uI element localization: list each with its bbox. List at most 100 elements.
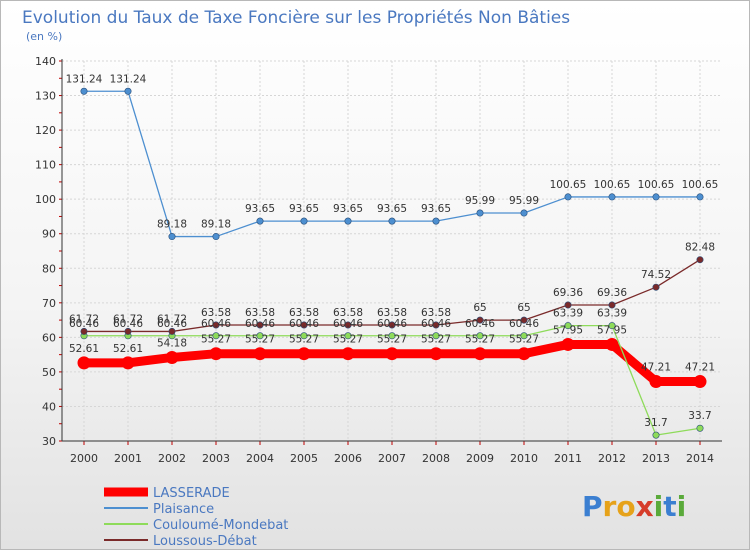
series-group: 52.61 52.61 54.18 55.27 55.27 55.27 55.27 55.27… [66, 73, 719, 439]
grid [62, 60, 722, 442]
legend-item: Couloumé-Mondebat [104, 518, 288, 533]
data-label: 82.48 [685, 242, 715, 254]
data-point [652, 431, 660, 439]
data-point [77, 356, 91, 370]
data-point [696, 424, 704, 432]
data-label: 131.24 [66, 73, 103, 85]
data-label: 55.27 [333, 334, 363, 346]
data-point [341, 347, 355, 361]
y-tick-label: 100 [35, 193, 56, 206]
data-label: 60.46 [421, 318, 451, 330]
data-point [253, 347, 267, 361]
data-label: 69.36 [553, 287, 583, 299]
data-label: 65 [473, 302, 486, 314]
data-point [212, 332, 220, 340]
series-loussous-d-bat [80, 256, 704, 335]
series-plaisance [80, 87, 704, 241]
data-point [696, 193, 704, 201]
x-tick-label: 2012 [598, 452, 626, 465]
data-label: 63.58 [333, 307, 363, 319]
data-point [652, 283, 660, 291]
x-tick-label: 2006 [334, 452, 362, 465]
data-point [212, 233, 220, 241]
data-point [649, 375, 663, 389]
data-label: 54.18 [157, 337, 187, 349]
x-tick-label: 2003 [202, 452, 230, 465]
data-point [344, 332, 352, 340]
data-point [429, 347, 443, 361]
data-label: 31.7 [644, 417, 667, 429]
data-label: 69.36 [597, 287, 627, 299]
y-tick-label: 30 [42, 435, 56, 448]
x-axis-ticks: 2000 2001 2002 2003 2004 2005 2006 2007 2008 2009… [70, 452, 714, 465]
data-point [432, 332, 440, 340]
data-label: 60.46 [201, 318, 231, 330]
logo-letter: r [603, 490, 617, 523]
data-point [168, 233, 176, 241]
data-label: 55.27 [289, 334, 319, 346]
proxiti-logo: Proxiti [582, 490, 686, 523]
data-label: 60.46 [157, 318, 187, 330]
data-point [564, 193, 572, 201]
data-label: 55.27 [421, 334, 451, 346]
data-point [561, 337, 575, 351]
data-label: 55.27 [509, 334, 539, 346]
data-label: 57.95 [597, 324, 627, 336]
logo-letter: P [582, 490, 603, 523]
data-label: 95.99 [465, 195, 495, 207]
data-label: 65 [517, 302, 530, 314]
y-tick-label: 80 [42, 262, 56, 275]
y-tick-label: 90 [42, 228, 56, 241]
data-point [564, 322, 572, 330]
data-label: 60.46 [333, 318, 363, 330]
y-tick-label: 130 [35, 90, 56, 103]
data-point [121, 356, 135, 370]
data-point [520, 316, 528, 324]
x-tick-label: 2013 [642, 452, 670, 465]
data-label: 60.46 [113, 318, 143, 330]
data-point [209, 347, 223, 361]
data-label: 63.58 [245, 307, 275, 319]
data-label: 55.27 [377, 334, 407, 346]
x-tick-label: 2000 [70, 452, 98, 465]
data-label: 100.65 [682, 179, 719, 191]
data-label: 74.52 [641, 269, 671, 281]
legend: LASSERADEPlaisanceCouloumé-MondebatLouss… [104, 486, 288, 549]
data-point [212, 321, 220, 329]
logo-letter: x [636, 490, 654, 523]
legend-item: LASSERADE [104, 486, 230, 501]
y-axis-ticks: 30 40 50 60 70 80 90 100 110 120 130 140 [35, 55, 56, 448]
data-label: 63.58 [421, 307, 451, 319]
data-point [520, 209, 528, 217]
data-point [696, 256, 704, 264]
data-label: 63.58 [289, 307, 319, 319]
data-point [520, 332, 528, 340]
y-tick-label: 70 [42, 297, 56, 310]
data-label: 55.27 [201, 334, 231, 346]
data-point [344, 217, 352, 225]
data-point [693, 375, 707, 389]
data-point [297, 347, 311, 361]
data-label: 93.65 [333, 203, 363, 215]
data-label: 60.46 [245, 318, 275, 330]
logo-letter: i [677, 490, 687, 523]
data-label: 93.65 [421, 203, 451, 215]
data-label: 100.65 [638, 179, 675, 191]
data-point [256, 217, 264, 225]
data-label: 60.46 [69, 318, 99, 330]
data-point [256, 321, 264, 329]
data-point [300, 217, 308, 225]
data-point [300, 321, 308, 329]
data-label: 61.72 [113, 313, 143, 325]
data-point [476, 316, 484, 324]
data-label: 60.46 [509, 318, 539, 330]
y-tick-label: 40 [42, 400, 56, 413]
data-point [388, 217, 396, 225]
x-tick-label: 2001 [114, 452, 142, 465]
data-label: 60.46 [289, 318, 319, 330]
x-tick-label: 2009 [466, 452, 494, 465]
data-point [388, 332, 396, 340]
data-point [344, 321, 352, 329]
data-point [652, 193, 660, 201]
data-point [476, 209, 484, 217]
